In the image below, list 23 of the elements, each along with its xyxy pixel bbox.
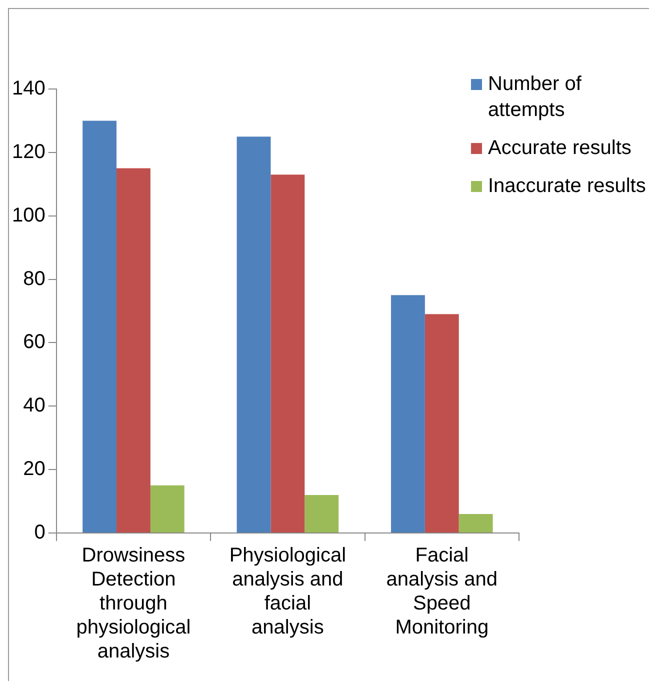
legend-label: Accurate results bbox=[488, 136, 632, 161]
legend-label: Inaccurate results bbox=[488, 174, 646, 199]
bar bbox=[424, 314, 459, 532]
bar bbox=[391, 295, 425, 532]
bar bbox=[82, 120, 117, 532]
bar bbox=[116, 168, 150, 532]
bar bbox=[236, 136, 271, 532]
bar bbox=[270, 174, 305, 532]
x-tick-label: Physiological analysis and facial analysis bbox=[229, 544, 346, 639]
x-tick-label: Drowsiness Detection through physiological analysis bbox=[76, 544, 191, 663]
y-tick-label: 100 bbox=[12, 204, 46, 226]
legend-label: Number of attempts bbox=[488, 72, 582, 123]
y-tick-label: 140 bbox=[12, 78, 46, 100]
y-tick-label: 120 bbox=[12, 140, 46, 163]
y-tick-label: 0 bbox=[34, 522, 46, 544]
y-tick-label: 40 bbox=[23, 394, 46, 417]
bar bbox=[150, 485, 184, 532]
y-tick-label: 60 bbox=[23, 331, 46, 354]
bar bbox=[304, 494, 339, 532]
bar bbox=[458, 514, 493, 532]
x-tick-label: Facial analysis and Speed Monitoring bbox=[386, 544, 498, 639]
y-tick-label: 80 bbox=[23, 268, 46, 290]
y-tick-label: 20 bbox=[23, 458, 46, 480]
